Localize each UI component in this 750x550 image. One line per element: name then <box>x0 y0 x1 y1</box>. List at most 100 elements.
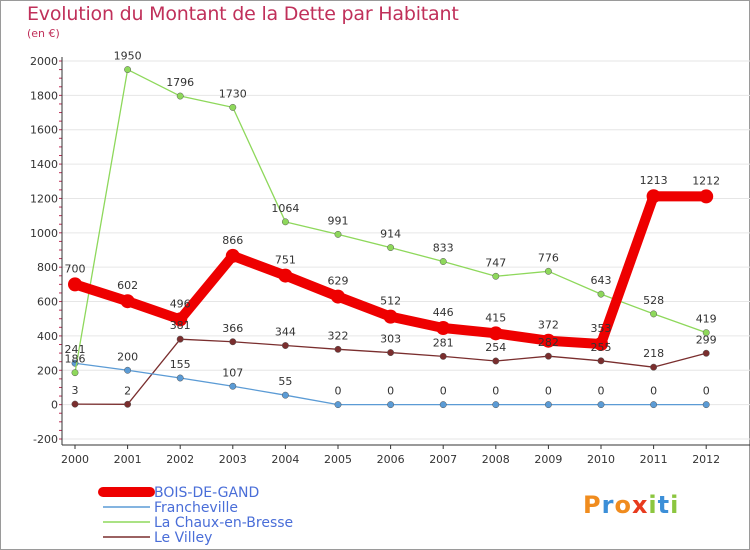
data-point-le-villey <box>229 338 237 346</box>
data-point-bois-de-gand <box>383 309 398 324</box>
x-tick-label: 2009 <box>534 453 562 466</box>
y-tick-label: 600 <box>37 296 58 309</box>
data-point-bois-de-gand <box>436 321 451 336</box>
logo-letter: P <box>583 491 602 519</box>
data-point-la-chaux-en-bresse <box>387 244 395 252</box>
y-tick-label: 1200 <box>30 192 58 205</box>
data-point-la-chaux-en-bresse <box>71 369 79 377</box>
data-point-francheville <box>229 382 237 390</box>
data-label-francheville: 0 <box>545 385 552 398</box>
data-label-le-villey: 303 <box>380 333 401 346</box>
data-point-le-villey <box>597 357 605 365</box>
data-label-bois-de-gand: 446 <box>433 306 454 319</box>
data-point-bois-de-gand <box>646 189 661 204</box>
logo-letter: r <box>601 491 615 519</box>
legend-label-bois-de-gand: BOIS-DE-GAND <box>154 485 259 501</box>
data-label-le-villey: 282 <box>538 336 559 349</box>
data-point-le-villey <box>124 400 132 408</box>
legend-label-francheville: Francheville <box>154 500 238 516</box>
data-point-le-villey <box>387 349 395 357</box>
data-label-bois-de-gand: 866 <box>222 234 243 247</box>
data-point-la-chaux-en-bresse <box>492 272 500 280</box>
data-label-le-villey: 218 <box>643 347 664 360</box>
data-label-francheville: 107 <box>222 366 243 379</box>
data-label-bois-de-gand: 629 <box>328 275 349 288</box>
y-tick-label: 1000 <box>30 227 58 240</box>
data-label-la-chaux-en-bresse: 643 <box>591 274 612 287</box>
logo-letter: o <box>614 491 632 519</box>
x-tick-label: 2006 <box>377 453 405 466</box>
data-point-bois-de-gand <box>699 189 714 204</box>
x-tick-label: 2005 <box>324 453 352 466</box>
data-label-bois-de-gand: 1213 <box>640 174 668 187</box>
data-label-la-chaux-en-bresse: 833 <box>433 242 454 255</box>
y-tick-label: 1600 <box>30 124 58 137</box>
legend-label-la-chaux-en-bresse: La Chaux-en-Bresse <box>154 515 293 531</box>
data-point-la-chaux-en-bresse <box>597 290 605 298</box>
data-label-le-villey: 299 <box>696 333 717 346</box>
data-label-le-villey: 255 <box>591 341 612 354</box>
data-point-le-villey <box>702 349 710 357</box>
data-label-francheville: 55 <box>278 375 292 388</box>
data-point-la-chaux-en-bresse <box>544 267 552 275</box>
data-point-le-villey <box>71 400 79 408</box>
x-tick-label: 2010 <box>587 453 615 466</box>
data-label-la-chaux-en-bresse: 186 <box>65 353 86 366</box>
data-point-la-chaux-en-bresse <box>124 66 132 74</box>
data-point-bois-de-gand <box>278 268 293 283</box>
data-label-la-chaux-en-bresse: 1730 <box>219 87 247 100</box>
data-label-le-villey: 281 <box>433 336 454 349</box>
x-tick-label: 2000 <box>61 453 89 466</box>
data-point-bois-de-gand <box>225 248 240 263</box>
data-point-la-chaux-en-bresse <box>176 92 184 100</box>
y-tick-label: 1800 <box>30 89 58 102</box>
x-tick-label: 2001 <box>114 453 142 466</box>
data-label-bois-de-gand: 372 <box>538 319 559 332</box>
data-label-francheville: 0 <box>703 385 710 398</box>
data-label-francheville: 155 <box>170 358 191 371</box>
y-tick-label: 800 <box>37 261 58 274</box>
data-point-le-villey <box>650 363 658 371</box>
x-tick-label: 2002 <box>166 453 194 466</box>
logo-letter: x <box>631 491 649 519</box>
x-tick-label: 2008 <box>482 453 510 466</box>
data-point-francheville <box>597 401 605 409</box>
data-label-bois-de-gand: 751 <box>275 254 296 267</box>
legend-label-le-villey: Le Villey <box>154 530 212 546</box>
y-tick-label: 2000 <box>30 55 58 68</box>
data-point-la-chaux-en-bresse <box>439 258 447 265</box>
data-label-francheville: 0 <box>650 385 657 398</box>
chart-subtitle: (en €) <box>27 27 60 40</box>
data-label-le-villey: 344 <box>275 326 296 339</box>
data-label-francheville: 241 <box>65 343 86 356</box>
data-label-francheville: 0 <box>440 385 447 398</box>
data-label-la-chaux-en-bresse: 747 <box>485 256 506 269</box>
data-point-bois-de-gand <box>173 312 188 327</box>
data-label-francheville: 0 <box>387 385 394 398</box>
data-point-le-villey <box>544 352 552 360</box>
data-label-la-chaux-en-bresse: 419 <box>696 313 717 326</box>
data-point-la-chaux-en-bresse <box>702 329 710 337</box>
x-tick-label: 2004 <box>271 453 299 466</box>
data-point-le-villey <box>281 342 289 349</box>
data-point-francheville <box>650 401 658 409</box>
data-label-la-chaux-en-bresse: 1064 <box>271 202 299 215</box>
proxiti-logo: Proxiti <box>583 491 679 519</box>
data-label-le-villey: 366 <box>222 322 243 335</box>
data-label-francheville: 0 <box>492 385 499 398</box>
data-label-francheville: 200 <box>117 350 138 363</box>
y-tick-label: 0 <box>51 399 58 412</box>
logo-letter: t <box>657 491 671 519</box>
data-label-le-villey: 254 <box>485 341 506 354</box>
data-label-francheville: 0 <box>598 385 605 398</box>
data-label-le-villey: 381 <box>170 319 191 332</box>
x-tick-label: 2011 <box>640 453 668 466</box>
y-tick-label: 200 <box>37 364 58 377</box>
data-label-la-chaux-en-bresse: 776 <box>538 251 559 264</box>
data-label-la-chaux-en-bresse: 528 <box>643 294 664 307</box>
data-point-le-villey <box>334 345 342 353</box>
data-point-bois-de-gand <box>488 326 503 341</box>
data-label-la-chaux-en-bresse: 991 <box>328 214 349 227</box>
data-point-la-chaux-en-bresse <box>281 218 289 226</box>
